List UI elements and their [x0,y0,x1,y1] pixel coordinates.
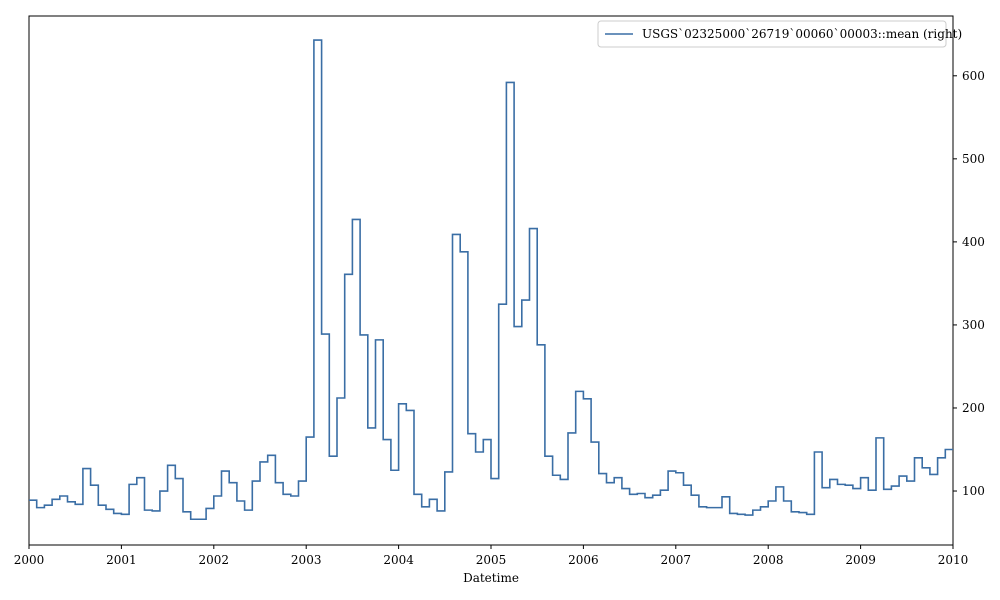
y-tick-label: 300 [962,318,985,332]
legend-label: USGS`02325000`26719`00060`00003::mean (r… [642,27,962,41]
plot-area [28,15,954,546]
x-tick-label: 2008 [753,553,784,567]
x-tick-label: 2004 [383,553,414,567]
x-axis: 2000 2001 2002 2003 2004 2005 2006 2007 2008 2009… [14,545,969,567]
y-tick-label: 100 [962,484,985,498]
x-tick-label: 2007 [661,553,692,567]
x-tick-label: 2002 [199,553,230,567]
y-axis: 100 200 300 400 500 600 [953,69,985,498]
x-tick-label: 2000 [14,553,45,567]
x-tick-label: 2006 [568,553,599,567]
x-tick-label: 2005 [476,553,507,567]
x-axis-title: Datetime [463,571,519,585]
y-tick-label: 500 [962,152,985,166]
legend: USGS`02325000`26719`00060`00003::mean (r… [597,20,962,48]
series-line [29,39,953,521]
x-tick-label: 2001 [106,553,137,567]
legend-box [597,20,947,48]
x-tick-label: 2003 [291,553,322,567]
x-tick-label: 2009 [845,553,876,567]
x-tick-label: 2010 [938,553,969,567]
y-tick-label: 600 [962,69,985,83]
y-tick-label: 400 [962,235,985,249]
y-tick-label: 200 [962,401,985,415]
